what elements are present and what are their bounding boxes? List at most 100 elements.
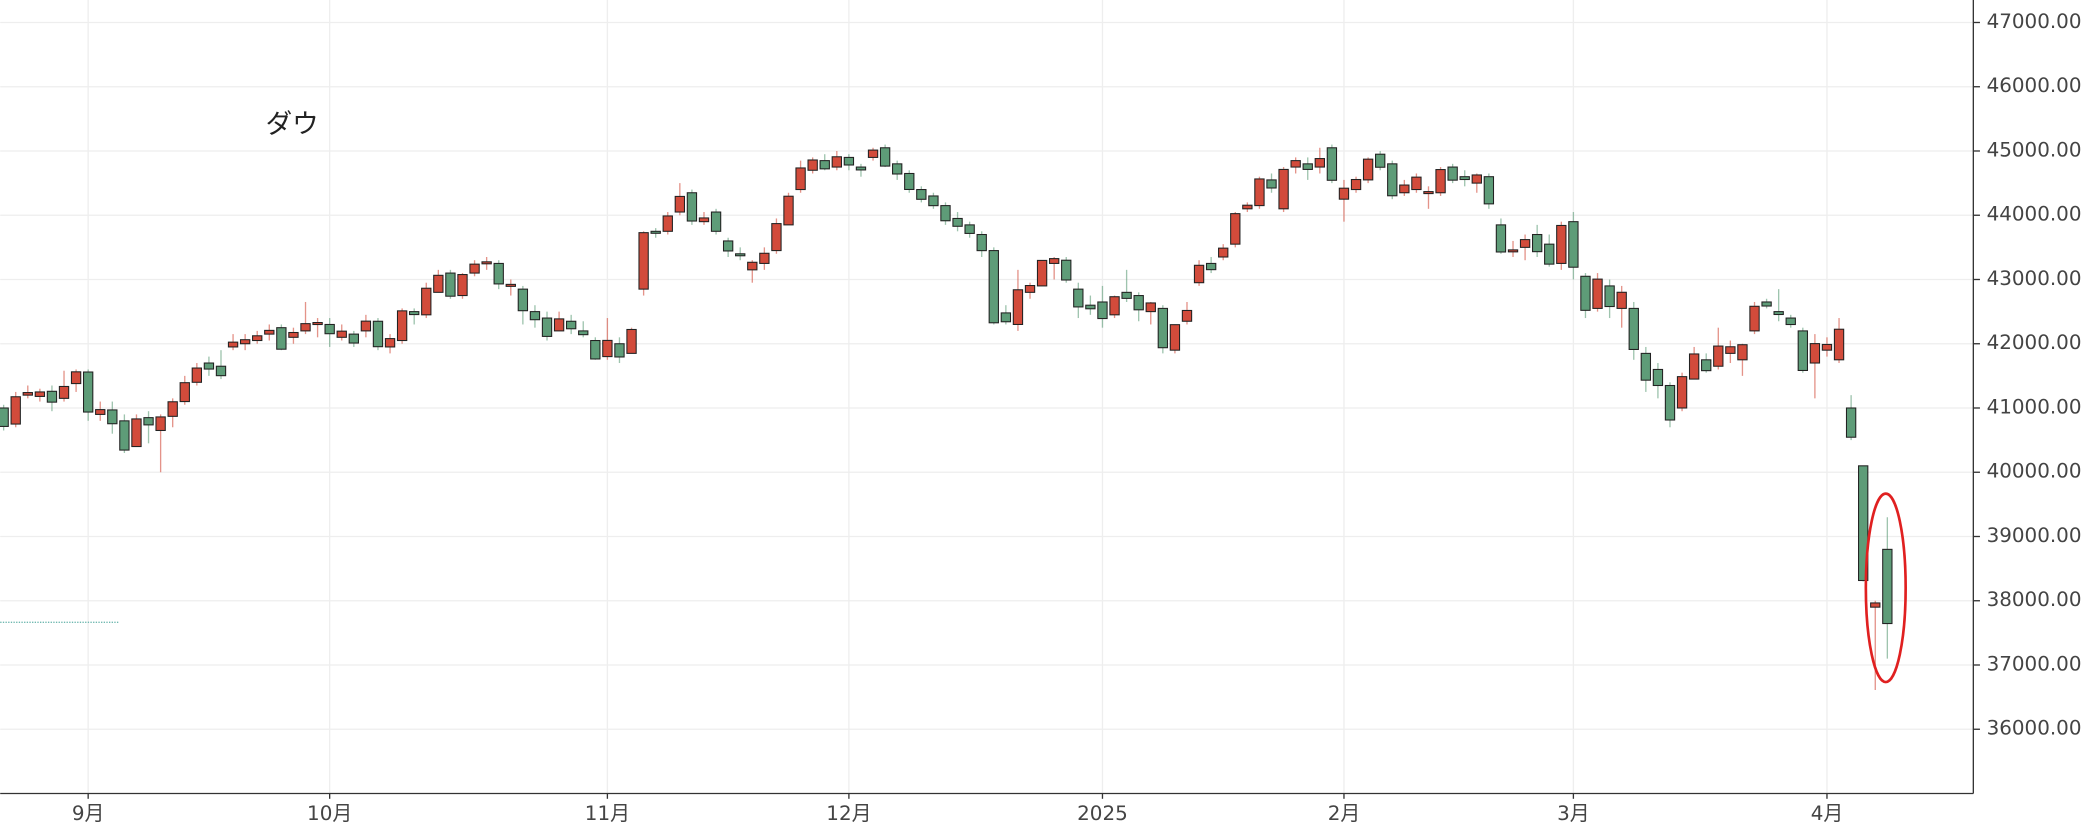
candle-body: [1544, 243, 1555, 265]
candle-body: [1133, 295, 1144, 311]
candles: [0, 144, 1893, 690]
candle-body: [1701, 359, 1712, 372]
candle-body: [1628, 307, 1639, 350]
candle-body: [1387, 163, 1398, 197]
candle-body: [22, 392, 33, 396]
candle-body: [795, 167, 806, 191]
candle-body: [384, 338, 396, 348]
candle-body: [1338, 187, 1350, 200]
candle-body: [288, 331, 299, 338]
candle-body: [964, 224, 975, 234]
candle-body: [46, 390, 58, 403]
candle-body: [82, 371, 94, 413]
candle-body: [638, 232, 649, 290]
candle-body: [1411, 176, 1422, 191]
y-tick-label: 42000.00: [1987, 331, 2081, 354]
candle-body: [940, 205, 951, 222]
candle-body: [1097, 301, 1108, 320]
candle-body: [264, 329, 275, 335]
candle-body: [1604, 285, 1615, 308]
candle-body: [1785, 317, 1796, 326]
candle-body: [143, 417, 154, 426]
candle-body: [662, 215, 673, 232]
y-tick-label: 47000.00: [1987, 10, 2081, 33]
candle-body: [988, 250, 999, 324]
highlight-ellipse: [1864, 492, 1907, 684]
candle-body: [1616, 291, 1627, 309]
candle-body: [916, 189, 927, 200]
chart-title: ダウ: [266, 109, 319, 140]
candle-body: [1845, 407, 1857, 438]
candle-body: [276, 327, 287, 350]
candle-body: [1061, 259, 1072, 281]
x-tick-label: 2月: [1328, 802, 1361, 825]
candle-body: [1580, 275, 1591, 311]
candle-body: [1290, 160, 1301, 168]
candle-body: [565, 320, 577, 330]
candle-body: [928, 195, 939, 207]
axes: 36000.00 37000.00 38000.00 39000.00 40000.00…: [72, 10, 2081, 825]
candle-body: [892, 163, 903, 175]
y-tick-label: 41000.00: [1987, 395, 2081, 418]
candle-body: [855, 166, 867, 171]
candle-body: [759, 252, 770, 264]
candle-body: [1507, 249, 1519, 253]
candle-body: [590, 339, 601, 360]
candle-body: [409, 311, 420, 316]
candle-body: [1242, 204, 1253, 210]
candle-body: [843, 156, 855, 166]
candle-body: [1000, 312, 1012, 323]
y-tick-label: 45000.00: [1987, 138, 2081, 161]
candle-body: [433, 274, 444, 293]
candle-body: [541, 317, 553, 337]
candle-body: [904, 172, 915, 191]
candle-body: [421, 287, 432, 316]
candle-body: [686, 192, 698, 222]
candle-body: [1399, 184, 1410, 194]
candle-body: [722, 240, 734, 252]
candle-body: [445, 272, 456, 297]
grid: [0, 0, 1974, 794]
y-tick-label: 39000.00: [1987, 524, 2081, 547]
candle-body: [1773, 311, 1784, 316]
candle-body: [771, 223, 782, 252]
candle-body: [1652, 368, 1664, 387]
x-tick-label: 12月: [826, 802, 871, 825]
candle-body: [1326, 147, 1338, 181]
candle-body: [1121, 291, 1132, 299]
candle-body: [1821, 343, 1833, 351]
candle-body: [481, 261, 492, 265]
candle-body: [1761, 301, 1772, 307]
candle-body: [578, 330, 589, 336]
candle-body: [155, 416, 166, 432]
candle-body: [1145, 302, 1156, 313]
candle-body: [1230, 213, 1241, 245]
candle-body: [215, 365, 227, 377]
candle-body: [1519, 239, 1531, 248]
x-tick-label: 3月: [1557, 802, 1590, 825]
candle-body: [360, 320, 372, 332]
candle-body: [1314, 158, 1325, 168]
candle-body: [1447, 166, 1458, 181]
candle-body: [650, 230, 661, 234]
candle-body: [1495, 224, 1507, 253]
candle-body: [698, 217, 710, 223]
candle-body: [324, 323, 335, 335]
candle-body: [1664, 384, 1676, 421]
candle-body: [1592, 278, 1603, 309]
candle-body: [1833, 328, 1845, 361]
candle-body: [1375, 153, 1386, 168]
candle-body: [300, 323, 311, 332]
candle-body: [867, 149, 879, 158]
x-tick-label: 2025: [1077, 802, 1128, 825]
candle-body: [1423, 191, 1434, 195]
candle-body: [312, 322, 323, 326]
candle-body: [517, 288, 529, 312]
candle-body: [131, 418, 142, 448]
y-tick-label: 46000.00: [1987, 74, 2081, 97]
candle-body: [203, 362, 215, 370]
candle-body: [1048, 258, 1060, 264]
y-tick-label: 40000.00: [1987, 460, 2081, 483]
